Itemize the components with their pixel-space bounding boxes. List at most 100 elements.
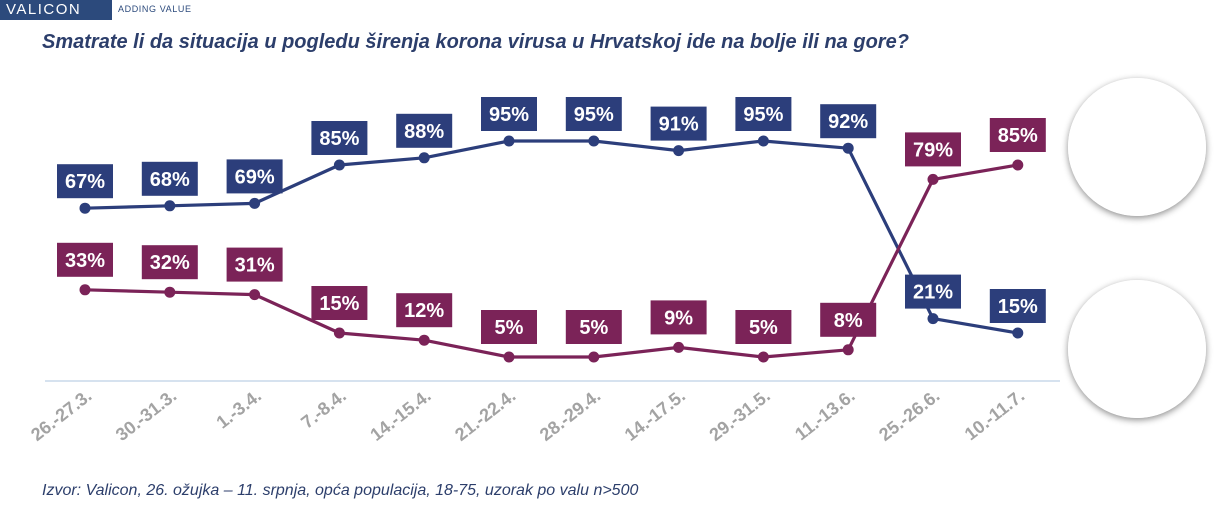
data-point-worse: [842, 344, 854, 356]
legend-better-line2: BOLJE: [1098, 348, 1176, 374]
data-label-box: [311, 286, 368, 320]
data-label-box: [226, 159, 283, 194]
data-point-worse: [333, 327, 345, 339]
data-label-better: 68%: [141, 161, 198, 196]
data-label-worse: 15%: [311, 286, 368, 320]
data-label-better: 85%: [311, 121, 368, 155]
x-tick-label: 14.-17.5.: [621, 385, 689, 445]
data-label-worse: 5%: [481, 310, 537, 344]
data-label-text: 15%: [998, 296, 1038, 318]
data-label-worse: 32%: [141, 245, 198, 280]
x-tick-label: 29.-31.5.: [706, 385, 774, 445]
data-label-box: [565, 310, 622, 344]
data-label-worse: 8%: [820, 302, 877, 337]
data-label-text: 85%: [998, 125, 1038, 147]
data-label-text: 79%: [913, 139, 953, 161]
data-label-text: 5%: [579, 317, 608, 339]
x-tick-label: 11.-13.6.: [791, 385, 859, 444]
data-label-text: 68%: [150, 169, 190, 191]
data-label-text: 5%: [749, 317, 778, 339]
data-label-box: [57, 242, 113, 277]
x-tick-label: 14.-15.4.: [366, 385, 434, 445]
data-point-worse: [418, 334, 430, 346]
data-point-worse: [1012, 159, 1024, 171]
legend-worse-line1: IDE NA: [1104, 121, 1170, 142]
data-label-text: 91%: [659, 114, 699, 136]
data-label-text: 8%: [834, 310, 863, 332]
data-label-text: 92%: [828, 111, 868, 133]
data-point-better: [79, 202, 91, 214]
data-point-better: [1012, 327, 1024, 339]
data-label-better: 21%: [905, 274, 961, 309]
data-label-text: 85%: [319, 128, 359, 150]
series-line-worse: [84, 163, 1019, 359]
x-tick-label: 28.-29.4.: [536, 385, 604, 445]
data-label-box: [820, 302, 877, 337]
data-label-better: 95%: [735, 97, 792, 131]
data-point-better: [842, 142, 854, 154]
valicon-logo: VALICON: [0, 0, 112, 20]
data-label-worse: 33%: [57, 242, 113, 277]
data-point-worse: [673, 341, 685, 353]
data-label-box: [311, 121, 368, 155]
data-label-box: [989, 289, 1046, 323]
data-point-worse: [588, 351, 600, 363]
x-tick-label: 1.-3.4.: [213, 385, 266, 432]
data-label-text: 21%: [913, 282, 953, 304]
data-label-text: 95%: [489, 104, 529, 126]
data-label-box: [650, 106, 707, 141]
data-label-text: 67%: [65, 171, 105, 193]
data-label-box: [226, 247, 283, 282]
legend-worse-circle: IDE NA LOŠIJE: [1068, 78, 1206, 216]
series-line-better: [84, 139, 1019, 335]
data-label-worse: 31%: [226, 247, 283, 282]
legend-worse-line2: LOŠIJE: [1096, 146, 1178, 172]
data-label-box: [735, 310, 792, 344]
data-label-better: 88%: [396, 113, 453, 148]
x-tick-label: 26.-27.3.: [27, 385, 95, 445]
data-label-box: [141, 245, 198, 280]
chart-title: Smatrate li da situacija u pogledu širen…: [42, 31, 909, 53]
legend-better-circle: IDE NA BOLJE: [1068, 280, 1206, 418]
data-label-worse: 9%: [650, 300, 707, 335]
data-label-text: 69%: [235, 166, 275, 188]
data-label-box: [650, 300, 707, 335]
data-point-worse: [757, 351, 769, 363]
x-tick-label: 25.-26.6.: [875, 385, 943, 445]
data-label-box: [989, 118, 1046, 152]
data-label-better: 92%: [820, 104, 877, 139]
data-label-worse: 85%: [989, 118, 1046, 152]
data-label-text: 5%: [495, 317, 524, 339]
data-label-text: 32%: [150, 252, 190, 274]
data-point-worse: [249, 289, 261, 301]
data-label-box: [141, 161, 198, 196]
data-label-box: [396, 293, 453, 328]
data-label-better: 15%: [989, 289, 1046, 323]
data-label-box: [735, 97, 792, 131]
x-tick-label: 10.-11.7.: [961, 385, 1029, 444]
data-label-text: 95%: [574, 104, 614, 126]
data-point-better: [333, 159, 345, 171]
logo-tagline: ADDING VALUE: [118, 4, 192, 14]
data-label-better: 91%: [650, 106, 707, 141]
data-label-better: 95%: [565, 97, 622, 131]
data-point-better: [757, 135, 769, 147]
data-label-text: 12%: [404, 300, 444, 322]
data-label-box: [57, 164, 113, 199]
data-label-box: [565, 97, 622, 131]
data-label-text: 95%: [743, 104, 783, 126]
data-label-better: 67%: [57, 164, 113, 199]
data-point-better: [164, 200, 176, 212]
data-label-worse: 79%: [905, 132, 961, 167]
x-tick-label: 21.-22.4.: [451, 385, 519, 445]
data-point-better: [673, 145, 685, 157]
source-note: Izvor: Valicon, 26. ožujka – 11. srpnja,…: [42, 482, 639, 499]
data-label-box: [396, 113, 453, 148]
data-label-text: 33%: [65, 250, 105, 272]
data-point-better: [418, 152, 430, 164]
data-point-better: [927, 313, 939, 325]
data-point-better: [503, 135, 515, 147]
data-label-worse: 5%: [735, 310, 792, 344]
data-label-box: [905, 132, 961, 167]
